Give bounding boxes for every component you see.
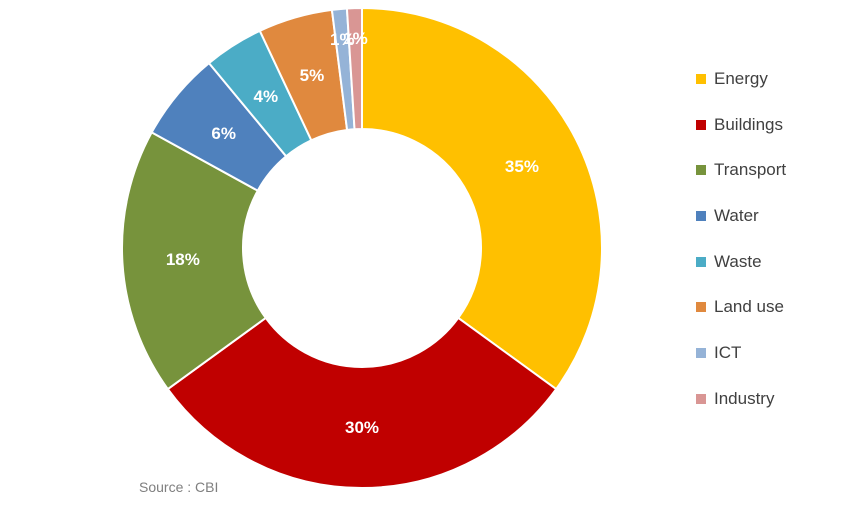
slice-label-buildings: 30% [345, 418, 379, 437]
legend-item-waste: Waste [696, 239, 786, 285]
slice-label-water: 6% [211, 124, 236, 143]
legend-label: Transport [714, 160, 787, 180]
legend-swatch [696, 165, 706, 176]
slice-label-transport: 18% [166, 250, 200, 269]
legend-item-industry: Industry [696, 376, 786, 422]
legend-item-water: Water [696, 193, 786, 239]
legend-swatch [696, 73, 706, 84]
source-note: Source : CBI [139, 479, 219, 495]
legend-label: Land use [714, 297, 784, 317]
slice-labels: 35% 30% 18% 6% 4% 5% 1%1% [166, 29, 539, 437]
legend-label: ICT [714, 342, 742, 362]
slice-label-industry: 1% [343, 29, 368, 48]
slice-transport [121, 131, 268, 391]
slice-energy [361, 6, 603, 391]
legend-swatch [696, 210, 706, 221]
legend-label: Water [714, 205, 759, 225]
legend-swatch [696, 256, 706, 267]
legend-item-buildings: Buildings [696, 102, 786, 148]
slice-label-land-use: 5% [300, 66, 325, 85]
legend-swatch [696, 119, 706, 130]
legend-label: Energy [714, 68, 768, 88]
slice-label-ict: 1% [330, 30, 355, 49]
legend-label: Industry [714, 388, 775, 408]
legend-swatch [696, 347, 706, 358]
chart-legend: Energy Buildings Transport Water Waste Land u… [696, 56, 786, 422]
legend-swatch [696, 302, 706, 313]
slice-buildings [166, 316, 558, 489]
legend-item-transport: Transport [696, 147, 786, 193]
legend-label: Waste [714, 251, 762, 271]
legend-swatch [696, 393, 706, 404]
slice-label-waste: 4% [254, 87, 279, 106]
slice-label-energy: 35% [505, 157, 539, 176]
donut-slices [121, 6, 603, 489]
legend-item-ict: ICT [696, 330, 786, 376]
slice-industry [345, 6, 363, 131]
legend-item-energy: Energy [696, 56, 786, 102]
legend-item-land-use: Land use [696, 284, 786, 330]
legend-label: Buildings [714, 114, 783, 134]
